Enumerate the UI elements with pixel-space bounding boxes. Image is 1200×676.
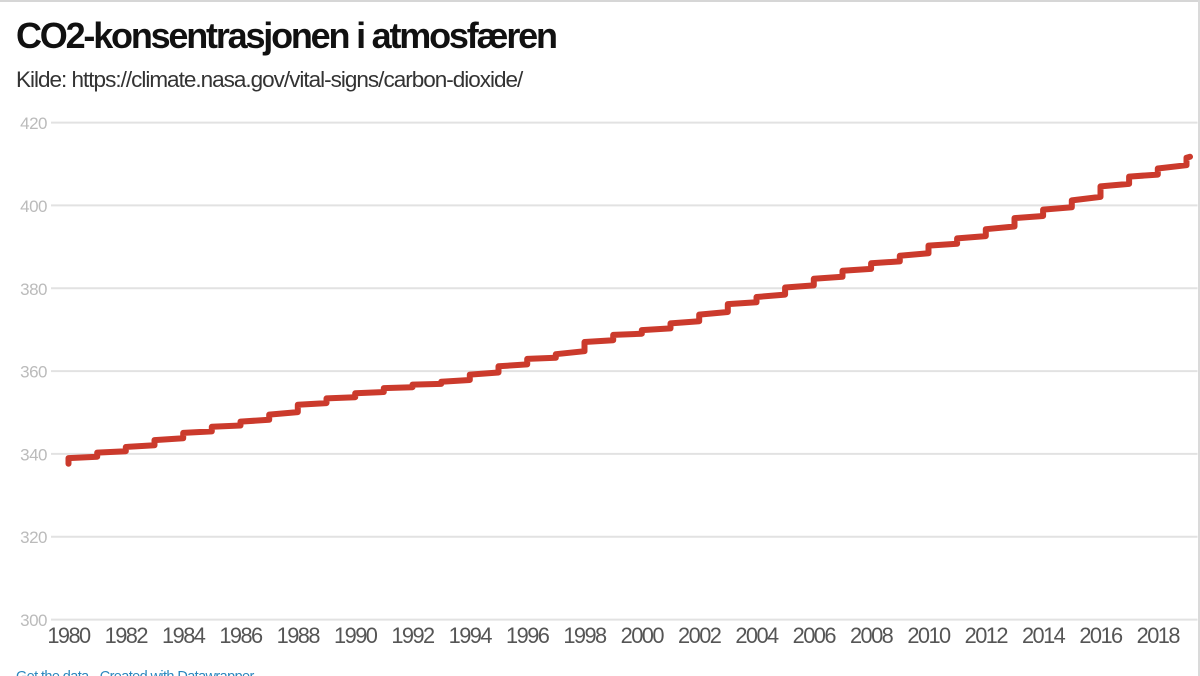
svg-text:300: 300: [20, 611, 47, 630]
svg-text:1990: 1990: [334, 623, 378, 648]
svg-text:360: 360: [20, 363, 47, 382]
svg-text:2000: 2000: [621, 623, 665, 648]
svg-text:1988: 1988: [277, 623, 321, 648]
svg-text:2012: 2012: [965, 623, 1009, 648]
svg-text:1998: 1998: [563, 623, 607, 648]
svg-text:2002: 2002: [678, 623, 722, 648]
svg-text:2016: 2016: [1079, 623, 1123, 648]
svg-text:1980: 1980: [47, 623, 91, 648]
svg-text:2004: 2004: [735, 623, 779, 648]
svg-text:1982: 1982: [105, 623, 149, 648]
svg-text:1994: 1994: [449, 623, 493, 648]
svg-text:2018: 2018: [1137, 623, 1181, 648]
svg-text:1986: 1986: [219, 623, 263, 648]
svg-text:1992: 1992: [391, 623, 435, 648]
svg-text:1984: 1984: [162, 623, 206, 648]
svg-text:400: 400: [20, 197, 47, 216]
svg-text:420: 420: [20, 114, 47, 133]
svg-text:2006: 2006: [793, 623, 837, 648]
svg-text:2008: 2008: [850, 623, 894, 648]
svg-text:2010: 2010: [907, 623, 951, 648]
svg-text:1996: 1996: [506, 623, 550, 648]
svg-text:340: 340: [20, 445, 47, 464]
svg-text:320: 320: [20, 528, 47, 547]
svg-text:380: 380: [20, 280, 47, 299]
svg-text:2014: 2014: [1022, 623, 1066, 648]
